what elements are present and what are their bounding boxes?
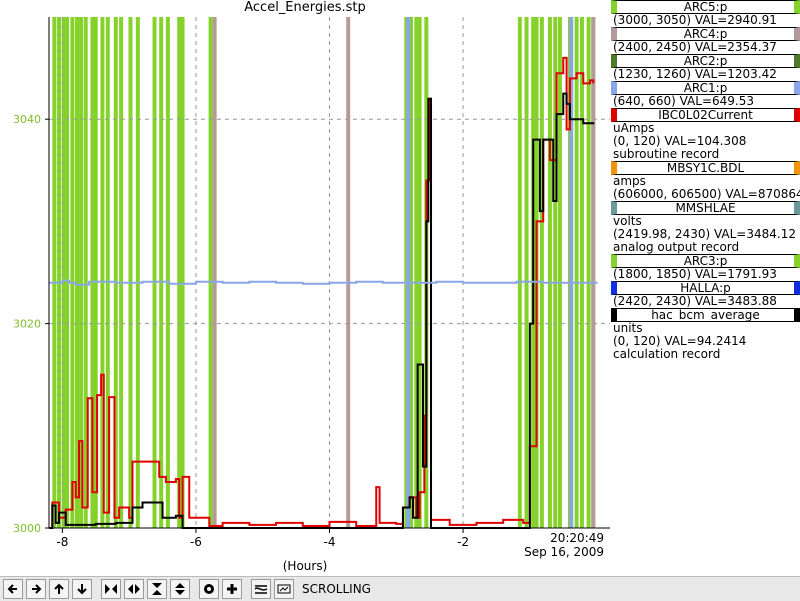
pan-down-button[interactable] xyxy=(72,579,92,599)
legend-entry[interactable]: IBC0L02Current uAmps (0, 120) VAL=104.308 s… xyxy=(611,108,800,161)
clock-time: 20:20:49 xyxy=(550,531,604,545)
mode-label: SCROLLING xyxy=(302,582,371,596)
auto-scale-icon xyxy=(204,584,214,594)
legend-entry[interactable]: ARC3:p (1800, 1850) VAL=1791.93 xyxy=(611,254,800,281)
legend-series-name[interactable]: IBC0L02Current xyxy=(611,108,800,122)
legend-series-name[interactable]: ARC5:p xyxy=(611,0,800,14)
legend-series-name[interactable]: HALLA:p xyxy=(611,281,800,295)
add-icon xyxy=(227,584,237,594)
legend-entry[interactable]: ARC2:p (1230, 1260) VAL=1203.42 xyxy=(611,54,800,81)
x-tick-label: -2 xyxy=(457,535,469,549)
x-tick-label: -6 xyxy=(190,535,202,549)
legend-detail: (640, 660) VAL=649.53 xyxy=(613,95,754,108)
pan-left-icon xyxy=(7,584,17,594)
legend-detail: volts xyxy=(613,215,642,228)
zoom-in-x-icon xyxy=(105,584,117,594)
legend-detail: (2400, 2450) VAL=2354.37 xyxy=(613,41,777,54)
legend-entry[interactable]: HALLA:p (2420, 2430) VAL=3483.88 xyxy=(611,281,800,308)
legend-entry[interactable]: ARC1:p (640, 660) VAL=649.53 xyxy=(611,81,800,108)
legend-detail: subroutine record xyxy=(613,148,720,161)
vertical-markers xyxy=(52,17,596,528)
legend-detail: (0, 120) VAL=104.308 xyxy=(613,135,747,148)
legend-detail: amps xyxy=(613,175,646,188)
pan-down-icon xyxy=(77,584,87,595)
current-time-label: 20:20:49 Sep 16, 2009 xyxy=(524,531,604,559)
zoom-out-x-icon xyxy=(128,584,140,594)
legend-detail: units xyxy=(613,322,643,335)
legend-detail: (2420, 2430) VAL=3483.88 xyxy=(613,295,777,308)
legend-series-name[interactable]: ARC3:p xyxy=(611,254,800,268)
y-tick-label: 3020 xyxy=(13,318,41,331)
legend-detail: (3000, 3050) VAL=2940.91 xyxy=(613,14,777,27)
legend-entry[interactable]: ARC4:p (2400, 2450) VAL=2354.37 xyxy=(611,27,800,54)
config-button[interactable] xyxy=(274,579,294,599)
zoom-in-y-icon xyxy=(152,583,162,595)
series-line-hac-bcm-average xyxy=(49,92,595,529)
x-ticks: -8 -6 -4 -2 xyxy=(56,528,469,549)
auto-scale-button[interactable] xyxy=(199,579,219,599)
legend-series-name[interactable]: ARC4:p xyxy=(611,27,800,41)
legend-series-name[interactable]: ARC2:p xyxy=(611,54,800,68)
legend-entry[interactable]: MMSHLAE volts (2419.98, 2430) VAL=3484.12 a… xyxy=(611,201,800,254)
zoom-in-x-button[interactable] xyxy=(101,579,121,599)
pan-up-button[interactable] xyxy=(49,579,69,599)
pan-left-button[interactable] xyxy=(3,579,23,599)
toolbar: SCROLLING xyxy=(0,576,800,601)
y-tick-label: 3000 xyxy=(13,522,41,535)
legend-series-name[interactable]: MBSY1C.BDL xyxy=(611,161,800,175)
legend-series-name[interactable]: MMSHLAE xyxy=(611,201,800,215)
chart-title: Accel_Energies.stp xyxy=(244,0,366,15)
pan-right-icon xyxy=(32,584,42,594)
style-icon xyxy=(254,585,268,594)
x-axis-label: (Hours) xyxy=(282,559,328,573)
x-tick-label: -8 xyxy=(56,535,68,549)
series-line-mmshlae xyxy=(49,279,598,286)
x-tick-label: -4 xyxy=(324,535,336,549)
config-icon xyxy=(277,584,291,594)
grid xyxy=(49,17,610,528)
legend-detail: calculation record xyxy=(613,348,721,361)
chart[interactable]: 3000 3020 3040 -8 -6 -4 -2 xyxy=(0,0,610,576)
legend-detail: uAmps xyxy=(613,122,655,135)
legend-detail: (1800, 1850) VAL=1791.93 xyxy=(613,268,777,281)
legend: ARC5:p (3000, 3050) VAL=2940.91 ARC4:p (240… xyxy=(611,0,800,361)
legend-detail: analog output record xyxy=(613,241,740,254)
legend-detail: (606000, 606500) VAL=870864 xyxy=(613,188,800,201)
series-line-ibc0l02current xyxy=(49,56,595,529)
pan-up-icon xyxy=(54,583,64,594)
legend-detail: (2419.98, 2430) VAL=3484.12 xyxy=(613,228,796,241)
clock-date: Sep 16, 2009 xyxy=(524,545,604,559)
legend-entry[interactable]: hac_bcm_average units (0, 120) VAL=94.2414… xyxy=(611,308,800,361)
legend-series-name[interactable]: ARC1:p xyxy=(611,81,800,95)
style-button[interactable] xyxy=(251,579,271,599)
y-tick-label: 3040 xyxy=(13,113,41,126)
series-lines xyxy=(49,56,598,529)
zoom-out-y-icon xyxy=(175,583,185,595)
pan-right-button[interactable] xyxy=(26,579,46,599)
legend-detail: (0, 120) VAL=94.2414 xyxy=(613,335,747,348)
add-button[interactable] xyxy=(222,579,242,599)
legend-entry[interactable]: ARC5:p (3000, 3050) VAL=2940.91 xyxy=(611,0,800,27)
legend-series-name[interactable]: hac_bcm_average xyxy=(611,308,800,322)
zoom-out-y-button[interactable] xyxy=(170,579,190,599)
zoom-out-x-button[interactable] xyxy=(124,579,144,599)
legend-detail: (1230, 1260) VAL=1203.42 xyxy=(613,68,777,81)
y-ticks: 3000 3020 3040 xyxy=(13,113,49,535)
zoom-in-y-button[interactable] xyxy=(147,579,167,599)
legend-entry[interactable]: MBSY1C.BDL amps (606000, 606500) VAL=87086… xyxy=(611,161,800,201)
